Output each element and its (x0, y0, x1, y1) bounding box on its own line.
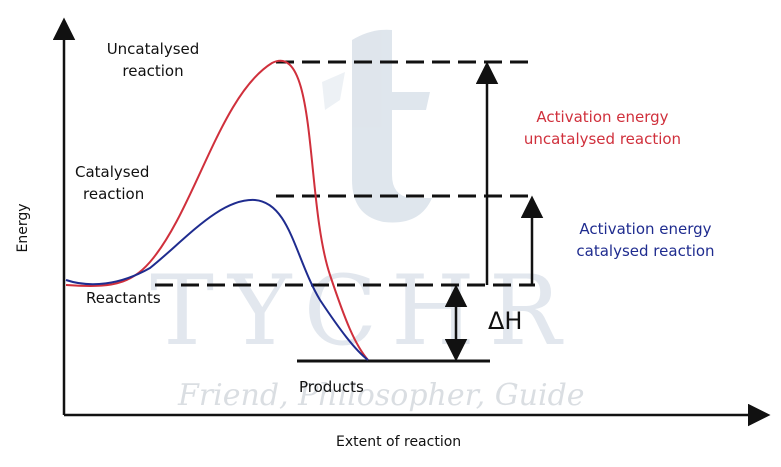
products-label: Products (299, 378, 364, 396)
delta-h-label: ΔH (488, 307, 523, 335)
ea-cat-line2: catalysed reaction (576, 242, 715, 260)
catalysed-label-line2: reaction (83, 185, 145, 203)
watermark-logo (322, 29, 432, 223)
uncatalysed-label-line1: Uncatalysed (106, 40, 200, 58)
x-axis-label: Extent of reaction (336, 434, 462, 450)
ea-uncat-line2: uncatalysed reaction (523, 130, 682, 148)
reactants-label: Reactants (86, 289, 161, 307)
activation-energy-uncatalysed-label: Activation energy uncatalysed reaction (500, 106, 705, 150)
y-axis-label: Energy (15, 203, 31, 253)
activation-energy-catalysed-label: Activation energy catalysed reaction (553, 218, 738, 262)
watermark-tagline: Friend, Philosopher, Guide (178, 378, 585, 413)
uncatalysed-label-line2: reaction (122, 62, 184, 80)
catalysed-curve (65, 198, 369, 361)
ea-uncat-line1: Activation energy (536, 108, 669, 126)
uncatalysed-reaction-label: Uncatalysed reaction (88, 38, 218, 82)
uncatalysed-curve (65, 59, 369, 361)
catalysed-reaction-label: Catalysed reaction (75, 161, 149, 205)
catalysed-label-line1: Catalysed (75, 163, 150, 181)
ea-cat-line1: Activation energy (579, 220, 712, 238)
